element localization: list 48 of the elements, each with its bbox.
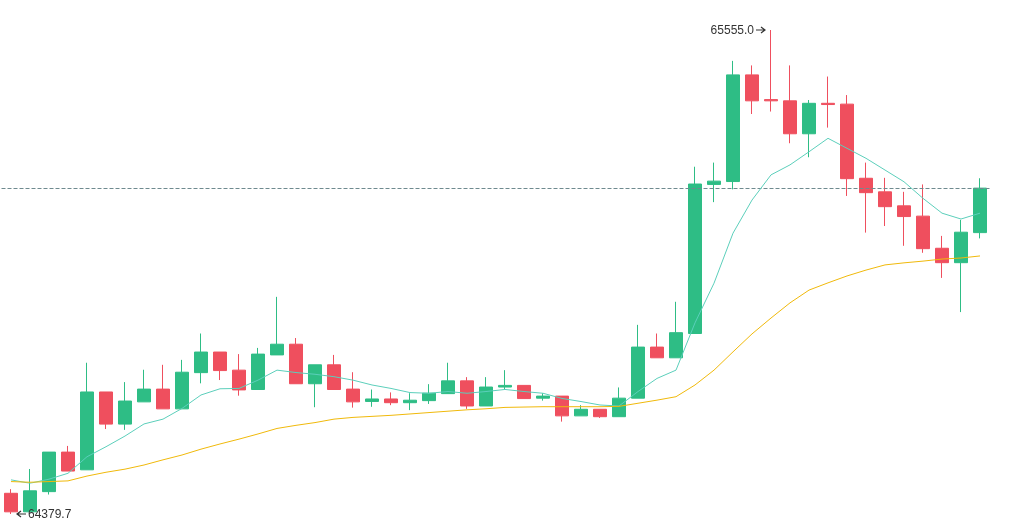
candlestick (878, 177, 892, 227)
candlestick (308, 364, 322, 408)
candlestick (574, 404, 588, 417)
candlestick (327, 354, 341, 391)
candlestick (631, 324, 645, 399)
candlestick (422, 383, 436, 405)
candlestick (783, 64, 797, 144)
candlestick (650, 333, 664, 359)
candlestick (498, 369, 512, 391)
candlestick (802, 99, 816, 158)
candlestick (61, 445, 75, 472)
candlestick (365, 389, 379, 408)
candlestick (270, 296, 284, 356)
candlestick (384, 391, 398, 406)
candlestick (821, 76, 835, 129)
candlestick (403, 392, 417, 411)
candlestick (251, 347, 265, 391)
candlestick (213, 351, 227, 381)
candlestick (80, 362, 94, 471)
candlestick (840, 94, 854, 197)
candlestick (897, 191, 911, 247)
candlestick (232, 353, 246, 397)
candlestick (118, 381, 132, 431)
candlestick (175, 359, 189, 410)
candlestick (973, 177, 987, 239)
candlestick (859, 162, 873, 234)
candlestick (954, 219, 968, 313)
candlestick (916, 183, 930, 254)
candlestick (536, 392, 550, 402)
annotation: 64379.7 (28, 507, 72, 521)
candlestick (99, 391, 113, 430)
candlestick (346, 371, 360, 409)
candlestick (745, 64, 759, 115)
candlestick (479, 376, 493, 407)
candlestick (726, 60, 740, 190)
candlestick (137, 369, 151, 403)
candlestick (935, 235, 949, 279)
candlestick (460, 376, 474, 410)
candlestick (194, 333, 208, 384)
candlestick (289, 337, 303, 385)
candlestick (688, 166, 702, 334)
candlestick (707, 162, 721, 203)
candlestick (156, 364, 170, 410)
candlestick (441, 362, 455, 395)
candlestick (593, 408, 607, 419)
annotation: 65555.0 (710, 23, 755, 37)
candlestick (669, 301, 683, 359)
candlestick (42, 451, 56, 496)
